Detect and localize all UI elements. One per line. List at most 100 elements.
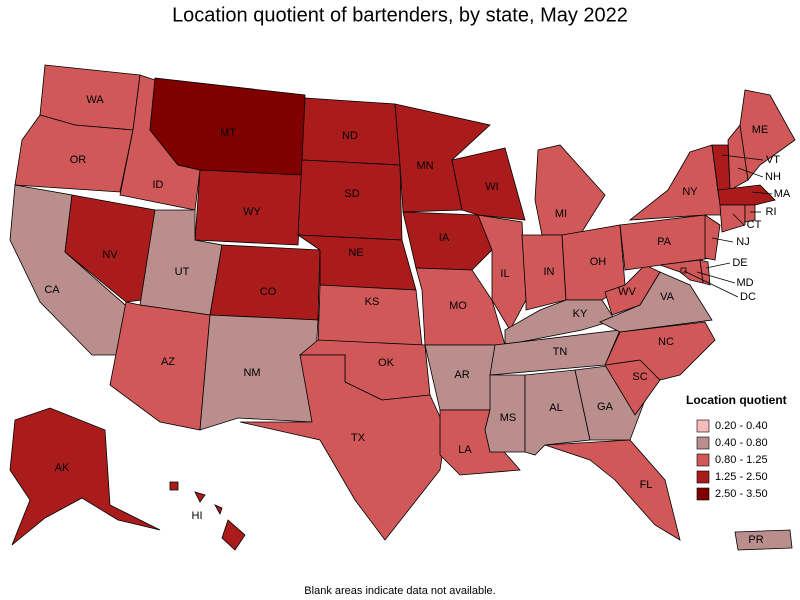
map-title: Location quotient of bartenders, by stat… <box>172 4 628 26</box>
leader-line <box>705 262 731 269</box>
state <box>239 354 447 541</box>
leader-line <box>711 237 734 243</box>
state-label: ND <box>342 130 358 142</box>
state-label: PR <box>748 534 763 546</box>
legend-label: 2.50 - 3.50 <box>715 488 768 500</box>
leader-line <box>721 154 764 161</box>
state-label: HI <box>192 510 203 522</box>
state-label: SD <box>344 188 359 200</box>
state-label: KS <box>365 296 380 308</box>
state <box>209 244 321 321</box>
state <box>717 184 776 206</box>
state-label: MN <box>416 160 433 172</box>
state-label: LA <box>458 444 472 456</box>
legend-swatch <box>696 453 710 467</box>
state <box>704 214 721 261</box>
state-label: NH <box>765 171 781 183</box>
state-label: NC <box>658 336 674 348</box>
state <box>199 314 319 431</box>
state <box>604 264 661 316</box>
legend-label: 0.20 - 0.40 <box>715 420 768 432</box>
state-label: AL <box>549 402 562 414</box>
state-label: IL <box>500 268 509 280</box>
state <box>451 147 526 221</box>
state-label: CO <box>260 286 277 298</box>
state-label: NM <box>243 367 260 379</box>
state-label: MO <box>449 300 467 312</box>
state-label: OK <box>378 357 395 369</box>
state-label: IA <box>439 232 450 244</box>
state-label: NJ <box>736 236 749 248</box>
state-label: KY <box>573 308 588 320</box>
legend-swatch <box>696 436 710 450</box>
state-label: PA <box>657 236 672 248</box>
leader-line <box>683 270 739 298</box>
state <box>297 159 403 241</box>
state-label: NY <box>682 186 698 198</box>
state-label: OR <box>70 154 87 166</box>
state <box>402 211 493 271</box>
state-label: AZ <box>161 356 175 368</box>
state <box>317 284 423 346</box>
state-label: AK <box>55 462 70 474</box>
leader-line <box>732 213 745 226</box>
state-label: CT <box>747 219 762 231</box>
state-labels: WA OR CA NV ID MT WY UT AZ CO NM ND SD NE KS OK TX MN IA MO… <box>44 94 791 546</box>
state-label: CA <box>44 284 60 296</box>
state-label: WI <box>485 181 498 193</box>
state <box>9 407 161 546</box>
state <box>64 194 156 303</box>
legend-swatch <box>696 470 710 484</box>
state-label: MS <box>500 412 517 424</box>
state-label: MA <box>774 188 791 200</box>
state-label: WY <box>243 206 261 218</box>
state-label: TN <box>553 346 568 358</box>
state-label: OH <box>590 256 607 268</box>
state-label: FL <box>640 479 653 491</box>
state-label: MT <box>220 127 236 139</box>
leader-line <box>696 271 736 284</box>
state-label: WV <box>618 286 636 298</box>
legend-label: 0.40 - 0.80 <box>715 437 768 449</box>
state <box>719 204 746 233</box>
state <box>169 481 246 551</box>
state-label: VT <box>766 154 780 166</box>
state-label: RI <box>766 206 777 218</box>
state <box>534 144 606 236</box>
legend-swatch <box>696 419 710 433</box>
legend-title: Location quotient <box>686 393 787 407</box>
state-label: WA <box>86 94 104 106</box>
legend-swatch <box>696 487 710 501</box>
legend-label: 0.80 - 1.25 <box>715 454 768 466</box>
state <box>521 234 567 311</box>
state-label: ID <box>153 179 164 191</box>
state-label: AR <box>454 369 469 381</box>
state <box>734 529 793 551</box>
state <box>628 144 723 221</box>
leader-line <box>737 167 764 178</box>
state <box>680 267 687 274</box>
state-label: MD <box>736 277 753 289</box>
states <box>9 64 796 551</box>
state-label: DE <box>732 257 747 269</box>
state-label: UT <box>175 266 190 278</box>
legend-label: 1.25 - 2.50 <box>715 471 768 483</box>
state <box>194 169 303 246</box>
state <box>744 204 756 223</box>
state-label: TX <box>351 432 366 444</box>
state <box>739 89 796 181</box>
state-label: GA <box>597 401 614 413</box>
state-label: NE <box>348 247 363 259</box>
state-label: SC <box>632 371 647 383</box>
state-label: VA <box>660 291 675 303</box>
state-label: MI <box>555 208 567 220</box>
footnote: Blank areas indicate data not available. <box>304 585 495 597</box>
state <box>14 114 134 193</box>
leader-line <box>751 191 773 195</box>
state-label: NV <box>102 249 118 261</box>
state <box>544 439 681 541</box>
state-label: DC <box>740 291 756 303</box>
state-label: ME <box>752 124 769 136</box>
state-label: IN <box>544 266 555 278</box>
